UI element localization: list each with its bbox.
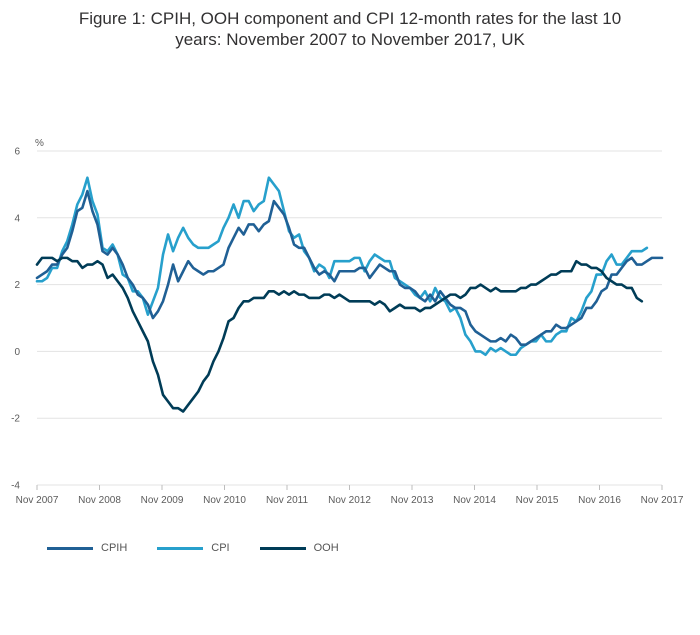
x-tick-label: Nov 2010	[203, 495, 246, 506]
legend: CPIH CPI OOH	[47, 542, 339, 554]
x-tick-label: Nov 2017	[641, 495, 684, 506]
series-line-cpi	[35, 176, 649, 357]
y-axis-ticks: -4 -2 0 2 4 6	[11, 147, 20, 492]
legend-label: CPIH	[101, 542, 128, 554]
x-tick-label: Nov 2016	[578, 495, 621, 506]
x-tick-label: Nov 2007	[16, 495, 59, 506]
chart-title-line-2: years: November 2007 to November 2017, U…	[175, 30, 525, 49]
series-line-cpih	[35, 189, 664, 347]
legend-item-cpi: CPI	[157, 542, 230, 554]
legend-item-cpih: CPIH	[47, 542, 127, 554]
chart-title-line-1: Figure 1: CPIH, OOH component and CPI 12…	[78, 9, 622, 28]
legend-swatch	[47, 546, 93, 550]
legend-label: OOH	[313, 542, 339, 554]
y-tick-label: 4	[14, 213, 20, 224]
chart-title: Figure 1: CPIH, OOH component and CPI 12…	[0, 8, 700, 50]
gridlines	[37, 150, 662, 486]
legend-label: CPI	[211, 542, 230, 554]
y-axis-label: %	[35, 138, 44, 149]
series-line-ooh	[35, 256, 644, 413]
legend-item-ooh: OOH	[259, 542, 339, 554]
x-tick-label: Nov 2008	[78, 495, 121, 506]
y-tick-label: -4	[11, 481, 20, 492]
x-axis-ticks: Nov 2007 Nov 2008 Nov 2009 Nov 2010 Nov 2011…	[16, 485, 684, 506]
series-lines	[35, 176, 664, 413]
x-tick-label: Nov 2014	[453, 495, 496, 506]
x-tick-label: Nov 2013	[391, 495, 434, 506]
line-chart: -4 -2 0 2 4 6 Nov 2007 Nov 2008 Nov 2009 Nov 201…	[11, 138, 684, 506]
y-tick-label: 2	[14, 280, 20, 291]
y-tick-label: -2	[11, 414, 20, 425]
x-tick-label: Nov 2009	[141, 495, 184, 506]
legend-swatch	[259, 546, 306, 550]
x-tick-label: Nov 2015	[516, 495, 559, 506]
x-tick-label: Nov 2011	[266, 495, 309, 506]
legend-swatch	[157, 546, 204, 550]
x-tick-label: Nov 2012	[328, 495, 371, 506]
y-tick-label: 6	[14, 147, 20, 158]
y-tick-label: 0	[14, 347, 20, 358]
